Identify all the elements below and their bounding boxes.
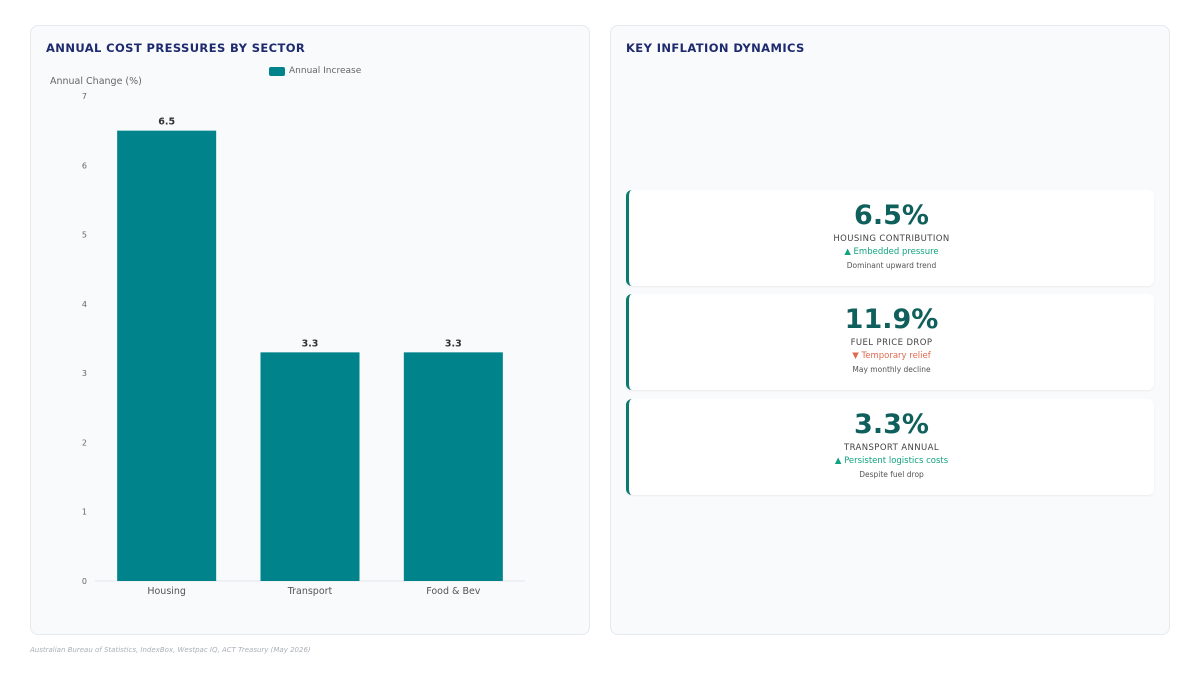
kpi-value: 3.3% [854, 409, 929, 440]
y-axis-label: Annual Change (%) [50, 76, 142, 87]
kpi-card-housing: 6.5% HOUSING CONTRIBUTION ▲ Embedded pre… [626, 190, 1154, 286]
bar-food-bev [403, 352, 503, 581]
source-note: Australian Bureau of Statistics, IndexBo… [30, 646, 311, 654]
bar-transport [260, 352, 360, 581]
bar-chart: Annual Change (%) 0 1 2 3 4 5 6 7 6.5 Housing 3.3 Tr… [50, 76, 525, 597]
data-label: 3.3 [302, 338, 319, 349]
kpi-panel: KEY INFLATION DYNAMICS 6.5% HOUSING CONT… [610, 25, 1170, 635]
data-label: 3.3 [445, 338, 462, 349]
x-tick-label: Food & Bev [426, 586, 481, 597]
y-tick-label: 3 [82, 369, 87, 378]
y-tick-label: 5 [82, 231, 87, 240]
kpi-label: TRANSPORT ANNUAL [843, 443, 940, 453]
kpi-value: 11.9% [844, 304, 939, 335]
y-tick-label: 6 [82, 161, 87, 170]
kpi-label: HOUSING CONTRIBUTION [833, 234, 950, 244]
legend-label: Annual Increase [289, 66, 362, 76]
kpi-trend: ▲ Persistent logistics costs [834, 456, 949, 466]
kpi-panel-title: KEY INFLATION DYNAMICS [626, 41, 805, 55]
y-tick-label: 1 [82, 508, 87, 517]
y-tick-label: 0 [82, 577, 87, 586]
kpi-note: Dominant upward trend [846, 261, 937, 270]
y-tick-label: 4 [82, 300, 87, 309]
kpi-value: 6.5% [854, 200, 929, 231]
bar-housing [117, 130, 217, 581]
kpi-note: May monthly decline [852, 365, 931, 374]
chart-legend: Annual Increase [269, 66, 361, 76]
y-tick-label: 2 [82, 438, 87, 447]
kpi-card-fuel: 11.9% FUEL PRICE DROP ▼ Temporary relief… [626, 294, 1154, 390]
x-tick-label: Transport [287, 586, 333, 597]
kpi-label: FUEL PRICE DROP [850, 338, 933, 348]
kpi-trend: ▲ Embedded pressure [844, 247, 939, 257]
kpi-trend: ▼ Temporary relief [852, 351, 931, 361]
chart-title: ANNUAL COST PRESSURES BY SECTOR [46, 41, 306, 55]
kpi-note: Despite fuel drop [859, 470, 924, 479]
kpi-card-transport: 3.3% TRANSPORT ANNUAL ▲ Persistent logis… [626, 399, 1154, 495]
legend-swatch [269, 66, 285, 76]
data-label: 6.5 [158, 117, 175, 128]
x-tick-label: Housing [147, 586, 186, 597]
chart-panel: Annual Change (%) 0 1 2 3 4 5 6 7 6.5 Housing 3.3 Tr… [30, 25, 590, 635]
y-tick-label: 7 [82, 92, 87, 101]
